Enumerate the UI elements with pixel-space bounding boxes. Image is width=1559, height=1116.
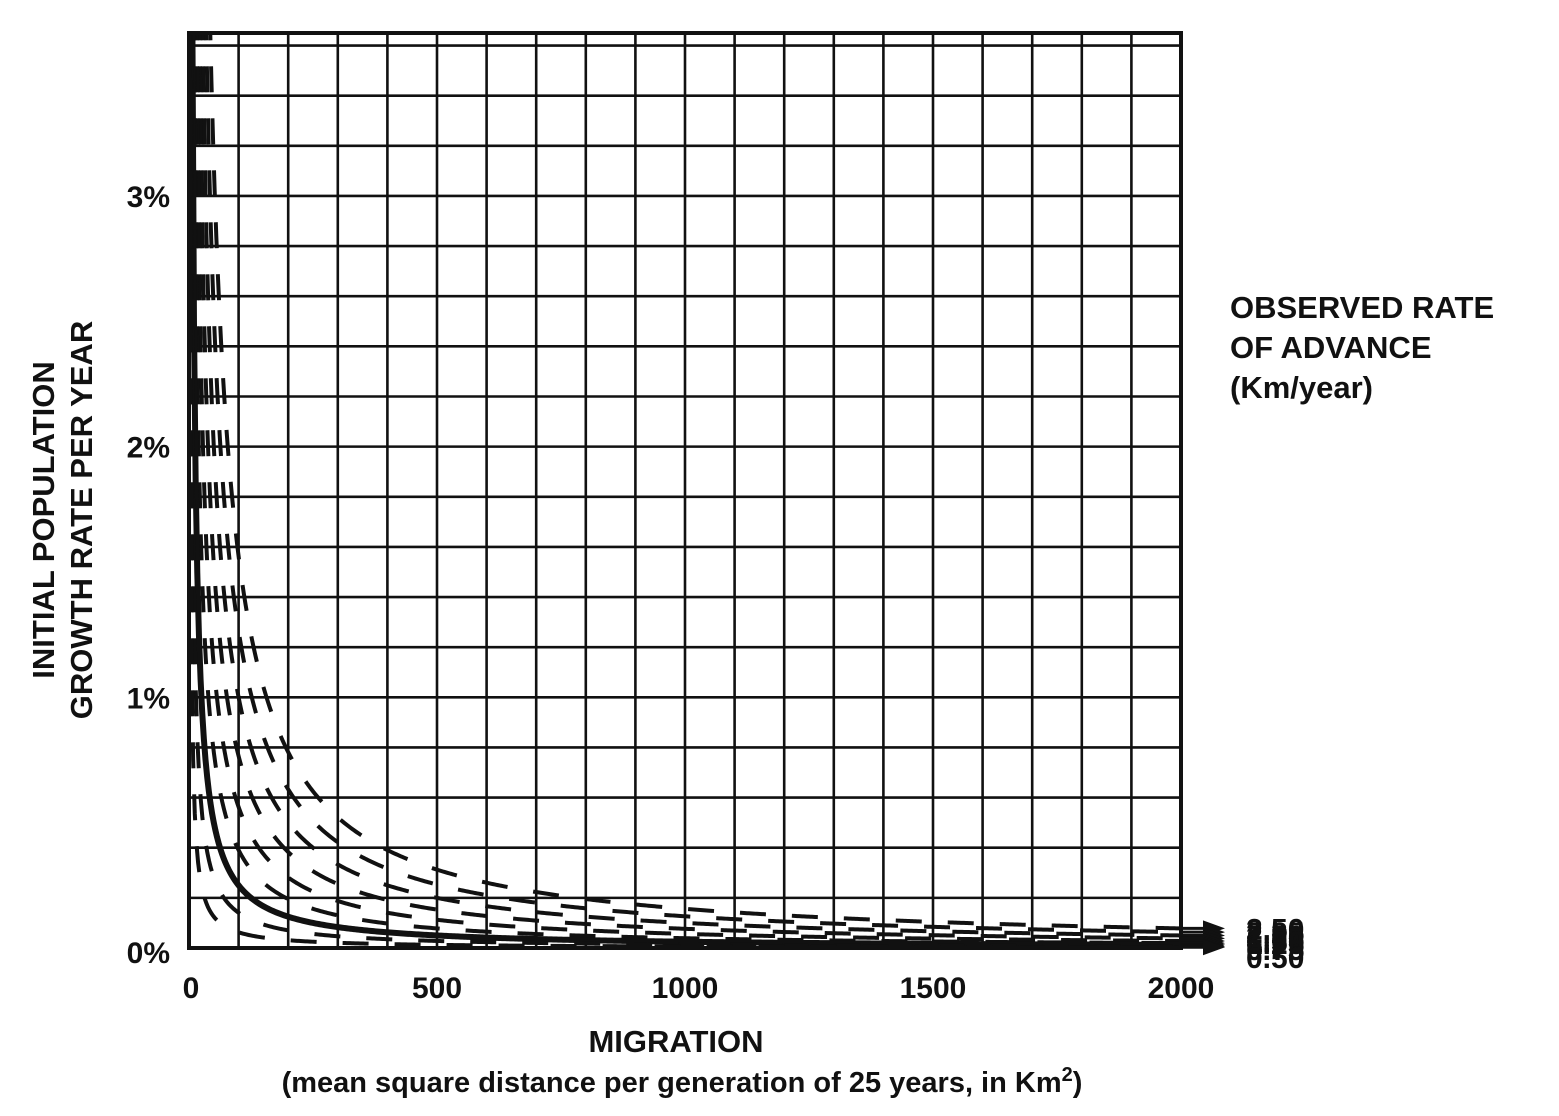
curve-label-1-50: 1.50	[1246, 926, 1304, 959]
curve-series-0-50	[189, 33, 1181, 948]
curve-label-1-25: 1.25	[1246, 928, 1304, 961]
plot-frame	[187, 31, 1183, 950]
curve-label-1-75: 1.75	[1246, 923, 1304, 956]
curve-series-2-25	[204, 33, 1181, 935]
curve-series-1-00	[189, 33, 1181, 948]
legend-title-line1: OBSERVED RATE	[1230, 290, 1494, 325]
x-tick-label: 0	[183, 972, 200, 1005]
curve-series-1-25	[192, 33, 1181, 946]
curve-labels: 2.502.252.001.751.501.251.000.750.50	[1246, 913, 1304, 975]
tick-labels: 0 500 1000 1500 2000 0% 1% 2% 3%	[127, 181, 1215, 1005]
x-axis-subtitle-end: )	[1073, 1067, 1083, 1099]
curve-series-1-50	[194, 33, 1181, 943]
grid	[189, 33, 1181, 948]
curve-series-2-50	[208, 33, 1181, 931]
x-tick-label: 2000	[1148, 972, 1215, 1005]
y-axis-title-line2: GROWTH RATE PER YEAR	[64, 321, 99, 719]
curve-label-0-75: 0.75	[1246, 934, 1304, 967]
curve-label-2-25: 2.25	[1246, 917, 1304, 950]
curve-label-1-00: 1.00	[1246, 926, 1304, 959]
x-tick-label: 1500	[900, 972, 967, 1005]
x-tick-label: 500	[412, 972, 462, 1005]
curve-series-2-00	[200, 33, 1181, 938]
legend-arrows	[1181, 920, 1225, 956]
y-tick-label: 3%	[127, 181, 170, 214]
curve-label-0-50: 0.50	[1246, 942, 1304, 975]
y-axis-title-line1: INITIAL POPULATION	[26, 361, 61, 678]
y-tick-label: 1%	[127, 682, 170, 715]
legend-title-line3: (Km/year)	[1230, 370, 1373, 405]
x-axis-subtitle: (mean square distance per generation of …	[282, 1064, 1083, 1099]
x-tick-label: 1000	[652, 972, 719, 1005]
x-axis-subtitle-sup: 2	[1062, 1064, 1073, 1086]
legend-title-line2: OF ADVANCE	[1230, 330, 1432, 365]
curve-label-2-00: 2.00	[1246, 920, 1304, 953]
y-axis-title: INITIAL POPULATION GROWTH RATE PER YEAR	[26, 321, 99, 719]
curves	[189, 33, 1181, 948]
arrow-head-0-50	[1203, 939, 1225, 956]
curve-label-2-50: 2.50	[1246, 913, 1304, 946]
x-axis-title: MIGRATION	[588, 1024, 763, 1059]
y-tick-label: 0%	[127, 937, 170, 970]
curve-series-1-75	[197, 33, 1181, 941]
curve-series-0-75	[189, 33, 1181, 948]
y-tick-label: 2%	[127, 432, 170, 465]
x-axis-subtitle-main: (mean square distance per generation of …	[282, 1067, 1062, 1099]
